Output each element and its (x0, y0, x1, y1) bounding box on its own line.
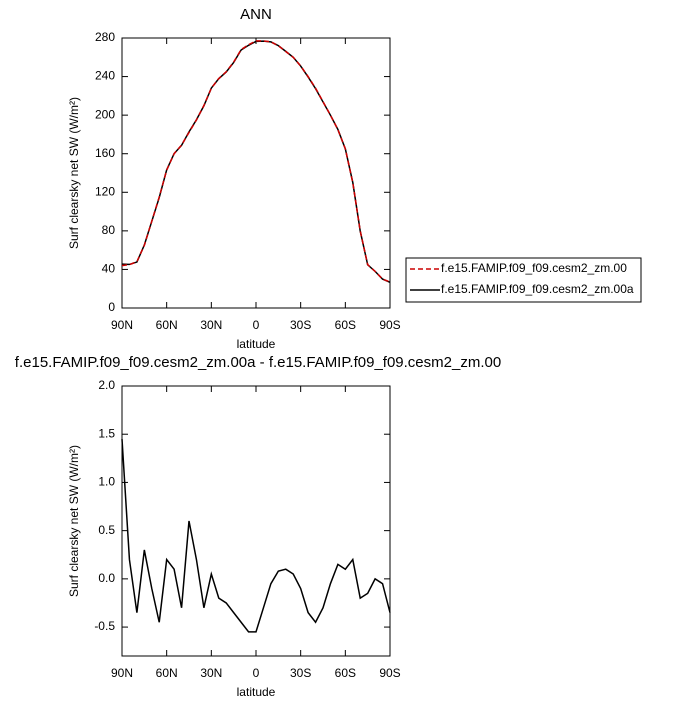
x-tick-label: 30N (200, 318, 222, 332)
x-tick-label: 90S (379, 318, 400, 332)
x-tick-label: 60N (156, 666, 178, 680)
y-tick-label: 280 (95, 30, 115, 44)
y-tick-label: 0.5 (98, 523, 115, 537)
x-tick-label: 90S (379, 666, 400, 680)
y-tick-label: 240 (95, 69, 115, 83)
x-tick-label: 0 (253, 666, 260, 680)
y-tick-label: 120 (95, 184, 115, 198)
plot-frame (121, 37, 391, 309)
y-tick-label: 1.0 (98, 475, 115, 489)
y-tick-label: -0.5 (94, 619, 115, 633)
chart-title: ANN (240, 6, 272, 23)
x-tick-label: 30N (200, 666, 222, 680)
x-tick-label: 60S (335, 666, 356, 680)
plot-frame (121, 385, 391, 657)
data-line (121, 40, 391, 283)
y-tick-label: 1.5 (98, 426, 115, 440)
x-tick-label: 30S (290, 666, 311, 680)
y-tick-label: 2.0 (98, 378, 115, 392)
y-axis-label: Surf clearsky net SW (W/m²) (67, 445, 81, 597)
y-tick-label: 0.0 (98, 571, 115, 585)
legend-box (405, 257, 642, 303)
x-axis-label: latitude (237, 685, 276, 699)
y-tick-label: 200 (95, 107, 115, 121)
legend-label: f.e15.FAMIP.f09_f09.cesm2_zm.00a (441, 282, 634, 296)
y-tick-label: 160 (95, 146, 115, 160)
x-tick-label: 90N (111, 666, 133, 680)
x-tick-label: 60N (156, 318, 178, 332)
x-axis-label: latitude (237, 337, 276, 351)
x-tick-label: 0 (253, 318, 260, 332)
x-tick-label: 60S (335, 318, 356, 332)
chart-title: f.e15.FAMIP.f09_f09.cesm2_zm.00a - f.e15… (15, 354, 501, 371)
y-tick-label: 80 (102, 223, 116, 237)
y-tick-label: 0 (108, 300, 115, 314)
x-tick-label: 90N (111, 318, 133, 332)
data-line (121, 40, 391, 283)
y-axis-label: Surf clearsky net SW (W/m²) (67, 97, 81, 249)
x-tick-label: 30S (290, 318, 311, 332)
legend-label: f.e15.FAMIP.f09_f09.cesm2_zm.00 (441, 261, 627, 275)
y-tick-label: 40 (102, 262, 116, 276)
data-line (121, 438, 391, 633)
